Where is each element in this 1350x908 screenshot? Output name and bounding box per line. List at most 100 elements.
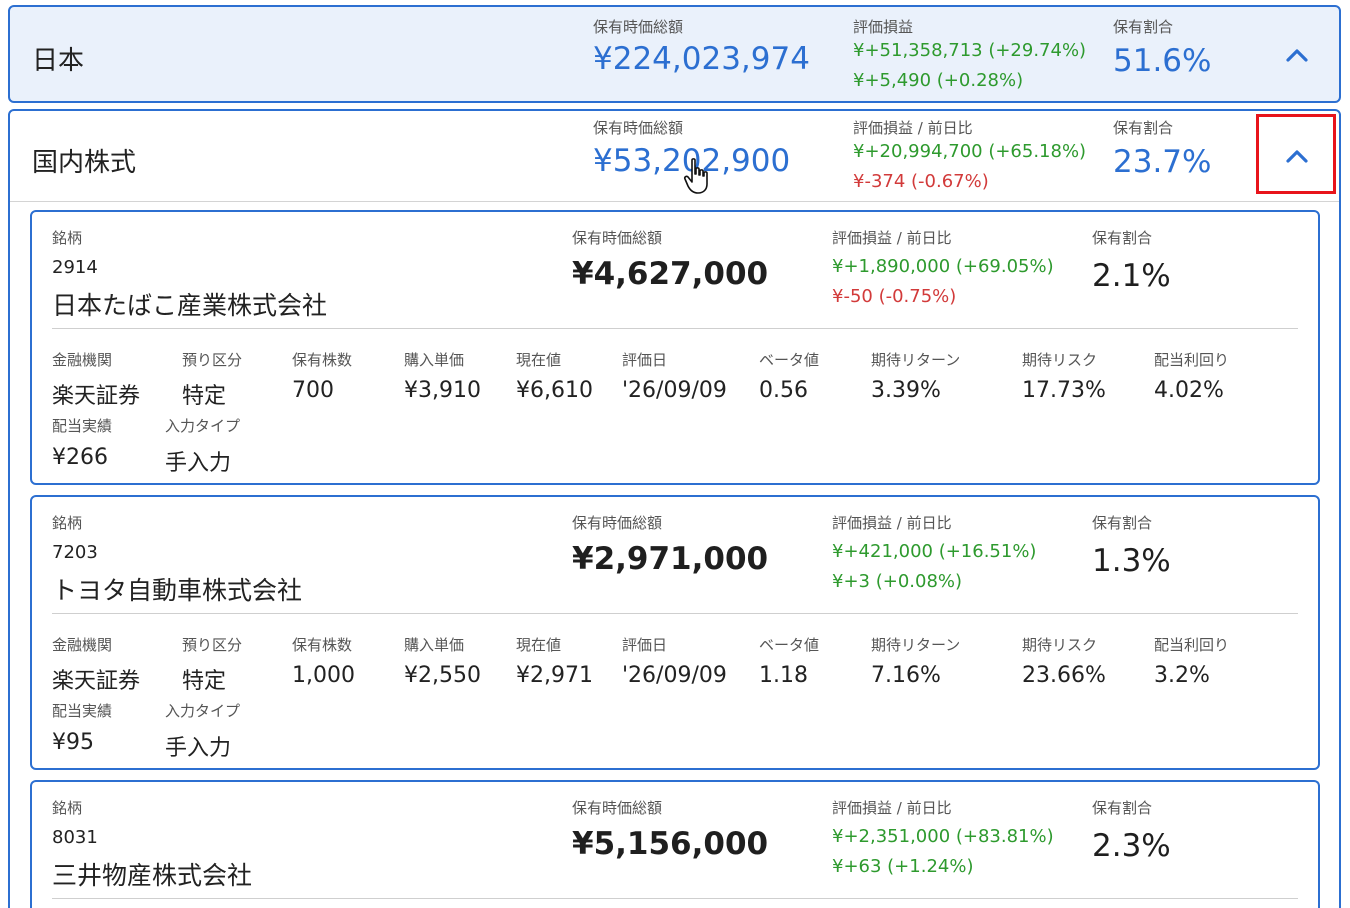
stock-card[interactable]: 銘柄 8031 三井物産株式会社 保有時価総額 ¥5,156,000 評価損益 … [30,780,1320,908]
stock-card[interactable]: 銘柄 7203 トヨタ自動車株式会社 保有時価総額 ¥2,971,000 評価損… [30,495,1320,770]
institution-label: 金融機関 [52,351,113,369]
region-value-label: 保有時価総額 [593,18,684,36]
input-type-label: 入力タイプ [165,417,241,435]
stock-divider [52,898,1298,899]
category-name: 国内株式 [32,148,137,178]
institution-label: 金融機関 [52,636,113,654]
current-value: ¥2,971 [516,663,593,688]
stock-pl-total: ¥+421,000 (+16.51%) [832,541,1037,562]
dividend-label: 配当実績 [52,702,113,720]
eval-date-value: '26/09/09 [622,663,727,688]
region-pl-day: ¥+5,490 (+0.28%) [853,70,1024,91]
shares-value: 700 [292,378,334,403]
brand-label: 銘柄 [52,799,83,817]
stock-pl-day: ¥+63 (+1.24%) [832,856,974,877]
stock-code: 2914 [52,257,98,278]
account-label: 預り区分 [182,351,243,369]
category-pl-total: ¥+20,994,700 (+65.18%) [853,141,1087,162]
eval-date-value: '26/09/09 [622,378,727,403]
stock-pl-day: ¥-50 (-0.75%) [832,286,957,307]
shares-value: 1,000 [292,663,355,688]
stock-pl-total: ¥+1,890,000 (+69.05%) [832,256,1054,277]
stock-name: トヨタ自動車株式会社 [52,576,303,605]
category-pl-day: ¥-374 (-0.67%) [853,171,989,192]
exp-risk-label: 期待リスク [1022,636,1098,654]
brand-label: 銘柄 [52,514,83,532]
beta-value: 1.18 [759,663,808,688]
exp-risk-label: 期待リスク [1022,351,1098,369]
account-value: 特定 [182,669,227,694]
current-label: 現在値 [516,636,562,654]
institution-value: 楽天証券 [52,384,141,409]
value-label: 保有時価総額 [572,229,663,247]
eval-date-label: 評価日 [622,351,668,369]
region-card-japan[interactable]: 日本 保有時価総額 ¥224,023,974 評価損益 ¥+51,358,713… [8,5,1341,103]
stock-card[interactable]: 銘柄 2914 日本たばこ産業株式会社 保有時価総額 ¥4,627,000 評価… [30,210,1320,485]
stock-pl-day: ¥+3 (+0.08%) [832,571,963,592]
eval-date-label: 評価日 [622,636,668,654]
category-value-label: 保有時価総額 [593,119,684,137]
value-label: 保有時価総額 [572,799,663,817]
yield-value: 4.02% [1154,378,1224,403]
input-type-value: 手入力 [165,736,232,761]
dividend-value: ¥95 [52,730,94,755]
exp-return-value: 7.16% [871,663,941,688]
highlight-box [1256,114,1336,194]
stock-ratio: 1.3% [1092,543,1171,579]
beta-value: 0.56 [759,378,808,403]
shares-label: 保有株数 [292,636,353,654]
category-pl-label: 評価損益 / 前日比 [853,119,973,137]
yield-label: 配当利回り [1154,351,1230,369]
region-pl-label: 評価損益 [853,18,914,36]
ratio-label: 保有割合 [1092,514,1153,532]
stock-ratio: 2.3% [1092,828,1171,864]
shares-label: 保有株数 [292,351,353,369]
buy-price-value: ¥3,910 [404,378,481,403]
hand-cursor-icon [683,157,713,197]
region-ratio: 51.6% [1113,43,1212,79]
collapse-chevron-up-icon[interactable] [1286,149,1308,163]
stock-name: 三井物産株式会社 [52,861,253,890]
buy-price-label: 購入単価 [404,636,465,654]
stock-divider [52,328,1298,329]
exp-risk-value: 23.66% [1022,663,1106,688]
buy-price-label: 購入単価 [404,351,465,369]
stock-value: ¥5,156,000 [572,826,769,862]
input-type-value: 手入力 [165,451,232,476]
stock-ratio: 2.1% [1092,258,1171,294]
stock-code: 8031 [52,827,98,848]
input-type-label: 入力タイプ [165,702,241,720]
account-label: 預り区分 [182,636,243,654]
dividend-label: 配当実績 [52,417,113,435]
buy-price-value: ¥2,550 [404,663,481,688]
stock-name: 日本たばこ産業株式会社 [52,291,328,320]
pl-label: 評価損益 / 前日比 [832,799,952,817]
region-name: 日本 [32,46,85,76]
beta-label: ベータ値 [759,351,820,369]
category-ratio-label: 保有割合 [1113,119,1174,137]
category-divider [10,201,1339,202]
current-label: 現在値 [516,351,562,369]
pl-label: 評価損益 / 前日比 [832,514,952,532]
institution-value: 楽天証券 [52,669,141,694]
exp-return-label: 期待リターン [871,351,961,369]
region-ratio-label: 保有割合 [1113,18,1174,36]
beta-label: ベータ値 [759,636,820,654]
stock-value: ¥2,971,000 [572,541,769,577]
region-pl-total: ¥+51,358,713 (+29.74%) [853,40,1087,61]
pl-label: 評価損益 / 前日比 [832,229,952,247]
dividend-value: ¥266 [52,445,108,470]
category-ratio: 23.7% [1113,144,1212,180]
exp-risk-value: 17.73% [1022,378,1106,403]
ratio-label: 保有割合 [1092,799,1153,817]
exp-return-label: 期待リターン [871,636,961,654]
exp-return-value: 3.39% [871,378,941,403]
yield-label: 配当利回り [1154,636,1230,654]
current-value: ¥6,610 [516,378,593,403]
stock-value: ¥4,627,000 [572,256,769,292]
region-value: ¥224,023,974 [593,41,810,77]
chevron-up-icon[interactable] [1286,48,1308,62]
stock-pl-total: ¥+2,351,000 (+83.81%) [832,826,1054,847]
account-value: 特定 [182,384,227,409]
ratio-label: 保有割合 [1092,229,1153,247]
